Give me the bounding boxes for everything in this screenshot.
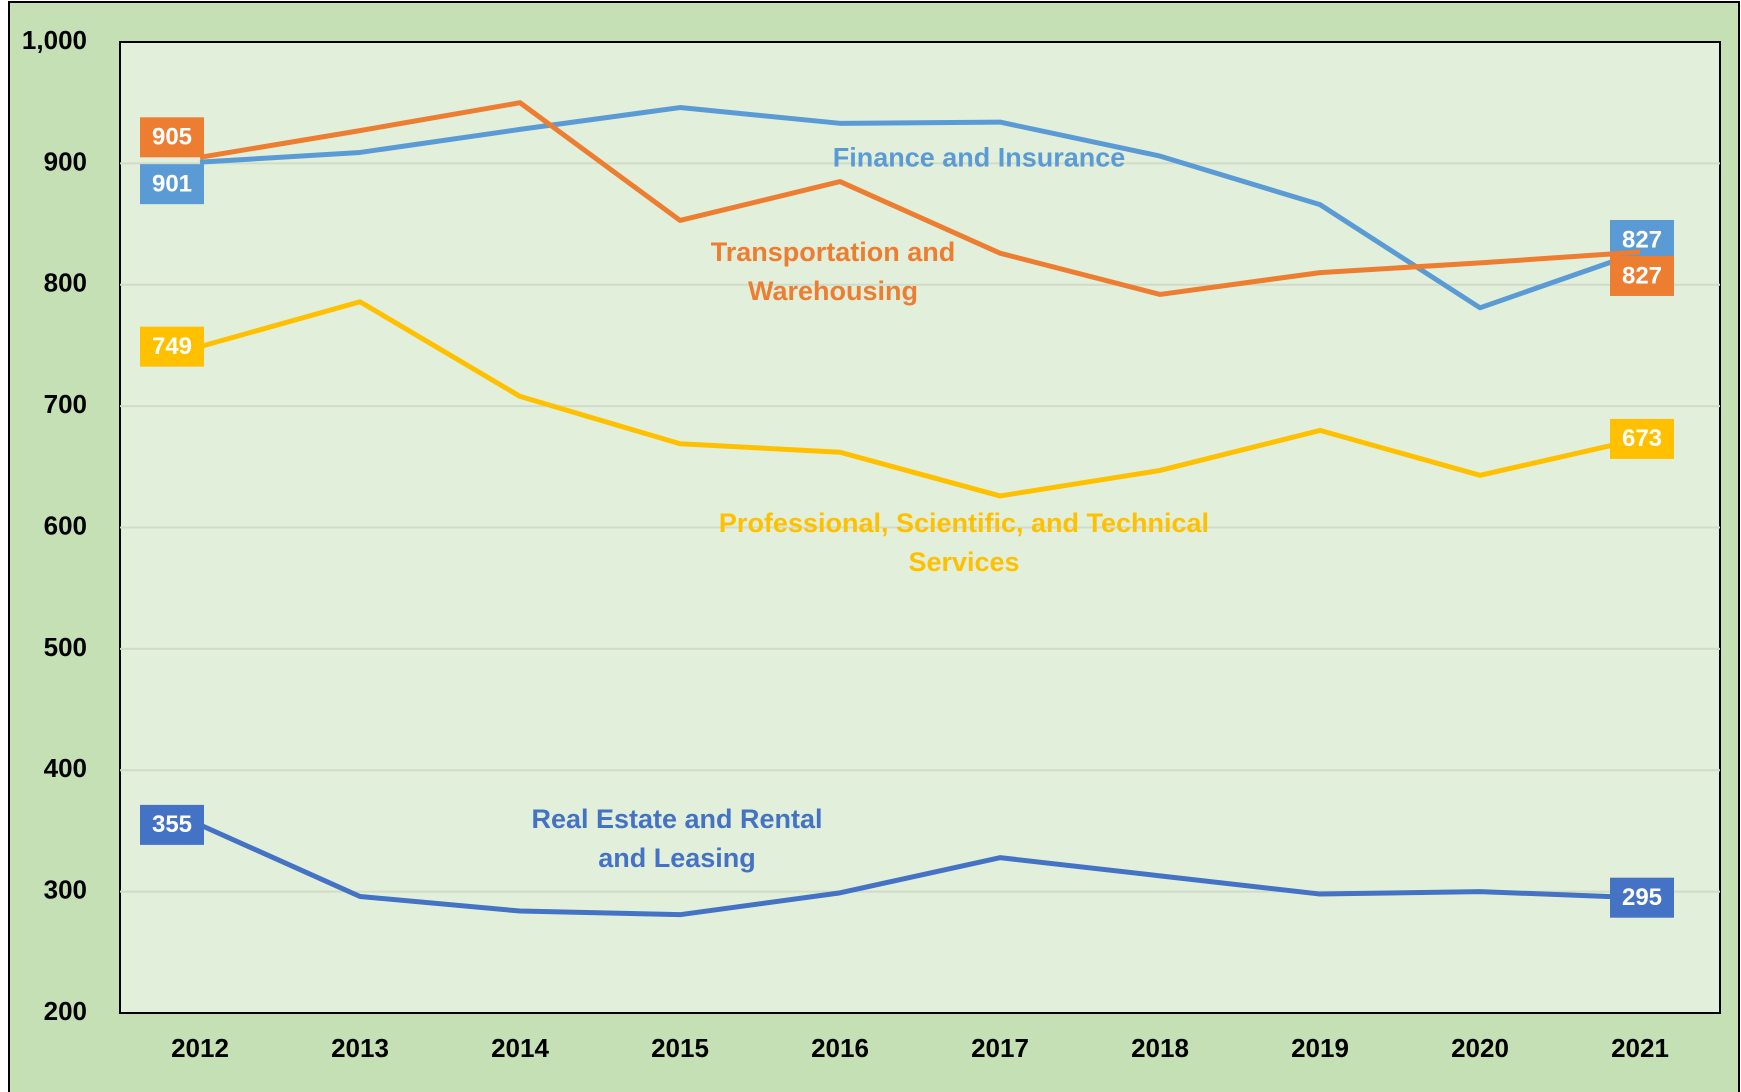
x-tick-label: 2013 xyxy=(331,1033,389,1063)
data-label-text: 295 xyxy=(1622,884,1662,911)
data-label: 355 xyxy=(140,804,204,845)
y-tick-label: 600 xyxy=(44,510,87,540)
data-label-text: 355 xyxy=(152,811,192,838)
x-tick-label: 2020 xyxy=(1451,1033,1509,1063)
y-tick-label: 1,000 xyxy=(22,25,87,55)
x-tick-label: 2015 xyxy=(651,1033,709,1063)
data-label-box xyxy=(140,164,204,205)
series-name: Transportation and Warehousing xyxy=(710,237,956,306)
y-tick-label: 200 xyxy=(44,996,87,1026)
x-tick-label: 2016 xyxy=(811,1033,869,1063)
data-label-box xyxy=(140,804,204,845)
y-tick-label: 700 xyxy=(44,389,87,419)
series-name: Finance and Insurance xyxy=(832,142,1126,173)
series-name: Real Estate and Rental and Leasing xyxy=(531,804,823,873)
series-line xyxy=(199,105,1641,311)
data-label-box xyxy=(1610,877,1674,918)
data-label-box xyxy=(1610,418,1674,459)
series-line xyxy=(199,100,1641,297)
x-tick-label: 2019 xyxy=(1291,1033,1349,1063)
data-label: 905 xyxy=(140,117,204,158)
data-label-text: 827 xyxy=(1622,226,1662,253)
series-name: Professional, Scientific, and Technical … xyxy=(718,508,1210,577)
data-label: 673 xyxy=(1610,418,1674,459)
y-tick-label: 800 xyxy=(44,268,87,298)
x-tick-label: 2021 xyxy=(1611,1033,1669,1063)
data-label-text: 827 xyxy=(1622,262,1662,289)
data-label: 827 xyxy=(1610,255,1674,296)
y-tick-label: 500 xyxy=(44,632,87,662)
x-tick-label: 2018 xyxy=(1131,1033,1189,1063)
data-label-box xyxy=(140,326,204,367)
data-label: 827 xyxy=(1610,219,1674,260)
x-tick-label: 2014 xyxy=(491,1033,549,1063)
data-label-box xyxy=(140,117,204,158)
y-tick-label: 400 xyxy=(44,753,87,783)
y-tick-label: 300 xyxy=(44,875,87,905)
series-line xyxy=(198,822,1641,918)
data-label-text: 673 xyxy=(1622,425,1662,452)
series-line xyxy=(199,299,1641,499)
x-tick-label: 2012 xyxy=(171,1033,229,1063)
data-label-text: 901 xyxy=(152,171,192,198)
data-label-box xyxy=(1610,255,1674,296)
x-tick-label: 2017 xyxy=(971,1033,1029,1063)
y-tick-label: 900 xyxy=(44,146,87,176)
data-label: 295 xyxy=(1610,877,1674,918)
data-label-text: 905 xyxy=(152,124,192,151)
data-label-text: 749 xyxy=(152,333,192,360)
data-label: 749 xyxy=(140,326,204,367)
data-label: 901 xyxy=(140,164,204,205)
